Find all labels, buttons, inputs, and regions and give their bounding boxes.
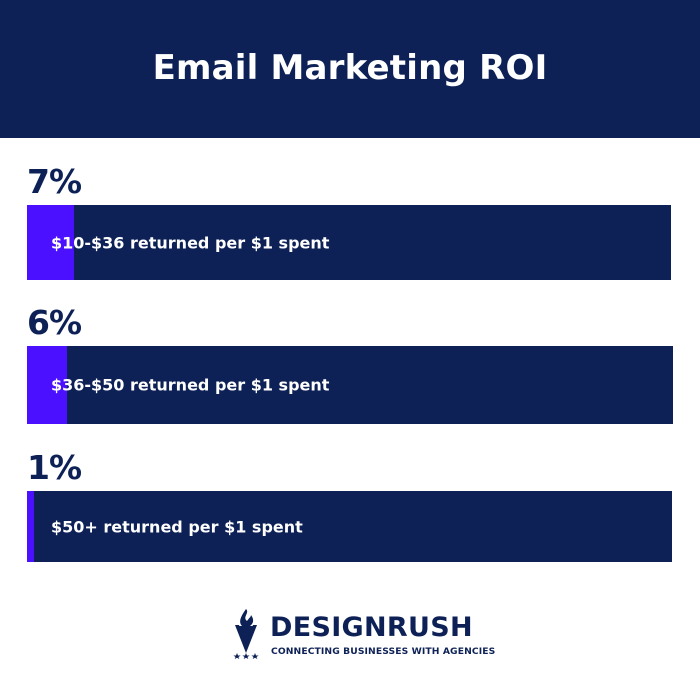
designrush-logo-icon <box>233 609 259 659</box>
bar-track: $36-$50 returned per $1 spent <box>27 346 673 424</box>
bar-value-label: 1% <box>27 448 82 487</box>
bar-value-label: 7% <box>27 162 82 201</box>
brand-tagline: CONNECTING BUSINESSES WITH AGENCIES <box>271 646 496 657</box>
bar-value-label: 6% <box>27 303 82 342</box>
bar-fill <box>27 205 74 280</box>
bar-category-label: $36-$50 returned per $1 spent <box>51 375 330 395</box>
designrush-logo: DESIGNRUSH CONNECTING BUSINESSES WITH AG… <box>232 609 495 661</box>
header-banner: Email Marketing ROI <box>0 0 700 138</box>
bar-category-label: $10-$36 returned per $1 spent <box>51 233 330 252</box>
bar-category-label: $50+ returned per $1 spent <box>51 517 303 536</box>
bar-fill <box>27 346 67 424</box>
chart-title: Email Marketing ROI <box>152 48 548 88</box>
brand-name: DESIGNRUSH <box>270 612 473 643</box>
bar-track: $50+ returned per $1 spent <box>27 491 672 562</box>
bar-track: $10-$36 returned per $1 spent <box>27 205 671 280</box>
bar-fill <box>27 491 34 562</box>
